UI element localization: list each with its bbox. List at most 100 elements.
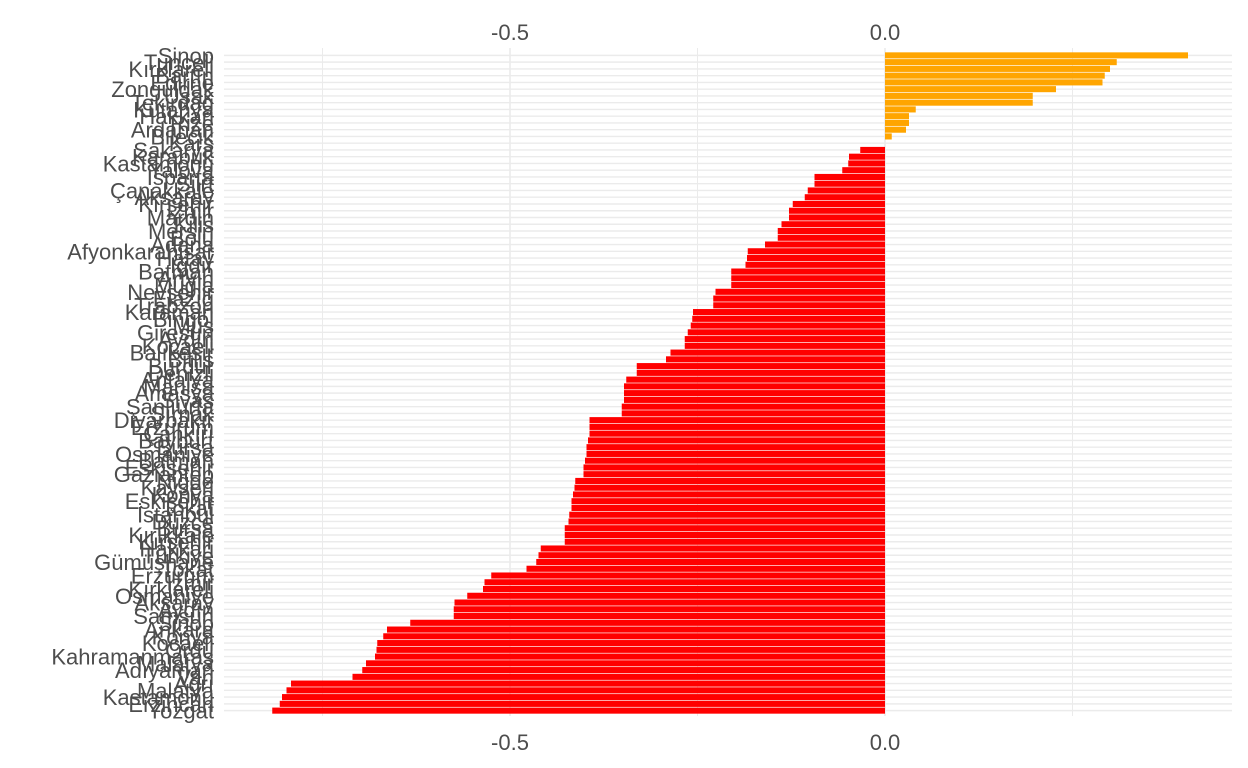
category-label: Kırıkkale [128, 523, 214, 548]
category-label: Çankırı [143, 422, 214, 447]
bar [624, 396, 885, 403]
bar [573, 491, 885, 498]
bar [366, 660, 885, 667]
category-label: Kars [169, 131, 214, 156]
category-label: Adıyaman [115, 658, 214, 683]
category-label: Konya [152, 624, 215, 649]
bar [731, 275, 885, 282]
category-label: Nevşehir [127, 280, 214, 305]
category-label: Bilecik [150, 124, 215, 149]
bar [885, 99, 1033, 106]
category-label: Karaman [125, 300, 214, 325]
bar [807, 187, 885, 194]
bar [789, 214, 885, 221]
bar [589, 423, 885, 430]
bar [842, 167, 885, 174]
category-label: Tekirdağ [131, 91, 214, 116]
bar [885, 113, 909, 120]
bar [377, 640, 885, 647]
bar [692, 315, 885, 322]
category-label: Diyarbakır [114, 408, 214, 433]
bar [885, 126, 906, 133]
category-label: Erzincan [128, 692, 214, 717]
bar [885, 65, 1110, 72]
bar [804, 194, 885, 201]
category-label: Mardin [147, 206, 214, 231]
bar [848, 160, 885, 167]
bar [687, 329, 885, 336]
category-label: Bolu [170, 226, 214, 251]
category-label: Hatay [157, 246, 214, 271]
bar [467, 592, 885, 599]
category-label: Hakkari [139, 104, 214, 129]
category-label: Bursa [157, 435, 215, 460]
category-label: Manisa [143, 374, 215, 399]
bar [585, 457, 885, 464]
bar [885, 52, 1188, 59]
category-label: Ankara [144, 618, 214, 643]
bar [286, 687, 885, 694]
category-label: Artvin [158, 266, 214, 291]
bar [624, 383, 885, 390]
category-label: Samsun [133, 604, 214, 629]
bar [885, 79, 1103, 86]
bar [860, 146, 885, 153]
category-label: Kırşehir [138, 192, 214, 217]
bar [410, 619, 885, 626]
category-label: Adana [150, 233, 214, 258]
category-label: Balıkesir [130, 341, 214, 366]
category-label: Aksaray [135, 591, 214, 616]
bar [747, 254, 885, 262]
bar [282, 694, 885, 701]
bar [383, 633, 885, 640]
bar [571, 504, 885, 512]
bar [569, 511, 885, 518]
bar [453, 613, 885, 620]
bar [624, 390, 885, 397]
bar [375, 653, 885, 660]
x-axis-ticks: -0.5 -0.5 0.0 0.0 [491, 20, 900, 755]
category-label: Erzurum [131, 415, 214, 440]
bar [731, 282, 885, 289]
category-label: Kırşehir [138, 530, 214, 555]
category-label: Muğla [154, 273, 215, 298]
category-label: İzmir [166, 199, 214, 224]
bar [690, 322, 885, 329]
category-label: Batman [138, 449, 214, 474]
category-label: Elazığ [153, 287, 214, 312]
bar [777, 234, 885, 241]
category-label: Çanakkale [110, 178, 214, 203]
category-label: Bartın [155, 64, 214, 89]
bar [352, 673, 885, 680]
category-label: Eskişehir [125, 455, 214, 480]
category-label: Aydın [158, 597, 214, 622]
bar [621, 403, 885, 410]
category-label: Rize [170, 111, 214, 136]
bar [745, 261, 885, 268]
category-label: Kilis [174, 212, 214, 237]
bar [526, 565, 885, 572]
bar [713, 295, 885, 302]
category-label: Kocaeli [142, 631, 214, 656]
bar [483, 585, 885, 593]
bar [586, 444, 885, 451]
category-label: Tokat [161, 557, 214, 582]
category-label: Osmaniye [115, 442, 214, 467]
bar [568, 518, 885, 525]
bar [454, 599, 885, 606]
bar [885, 92, 1033, 99]
category-label: Kırklareli [128, 577, 214, 602]
bar [885, 72, 1105, 79]
category-label: Sinop [158, 611, 214, 636]
x-tick-label-bottom: 0.0 [870, 730, 901, 755]
bar [272, 707, 885, 714]
category-label: Ardahan [131, 118, 214, 143]
bar [538, 552, 885, 559]
bar [636, 369, 885, 376]
category-label: Kütahya [133, 97, 214, 122]
category-label: Aksaray [135, 185, 214, 210]
x-tick-label-bottom: -0.5 [491, 730, 529, 755]
category-label: Tokat [161, 496, 214, 521]
category-label: Siirt [176, 172, 214, 197]
category-label: Giresun [137, 320, 214, 345]
